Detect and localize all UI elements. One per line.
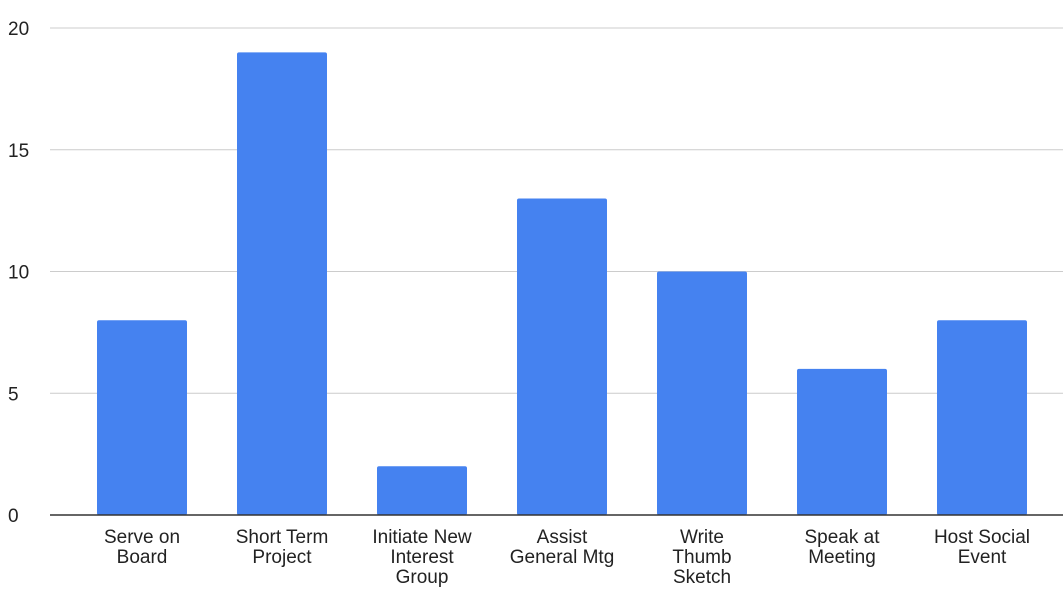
x-category-label: Host Social Event <box>934 527 1030 568</box>
y-tick-label: 20 <box>8 19 29 40</box>
bar <box>377 466 467 515</box>
x-category-label: Write Thumb Sketch <box>672 527 731 588</box>
y-axis-tick-labels: 0 5 10 15 20 <box>8 19 29 527</box>
bar <box>937 320 1027 515</box>
y-tick-label: 0 <box>8 506 19 527</box>
x-category-label: Initiate New Interest Group <box>372 527 472 588</box>
bar <box>797 368 887 515</box>
bar <box>97 320 187 515</box>
y-tick-label: 15 <box>8 141 29 162</box>
x-category-label: Assist General Mtg <box>510 527 615 568</box>
y-tick-label: 10 <box>8 263 29 284</box>
bar <box>237 52 327 515</box>
bars <box>97 52 1027 515</box>
x-category-label: Serve on Board <box>104 527 180 568</box>
x-axis-category-labels: Serve on Board Short Term Project Initiate N… <box>104 527 1030 588</box>
y-tick-label: 5 <box>8 384 19 405</box>
bar <box>657 271 747 515</box>
x-category-label: Speak at Meeting <box>805 527 881 568</box>
x-category-label: Short Term Project <box>236 527 329 568</box>
bar <box>517 198 607 515</box>
